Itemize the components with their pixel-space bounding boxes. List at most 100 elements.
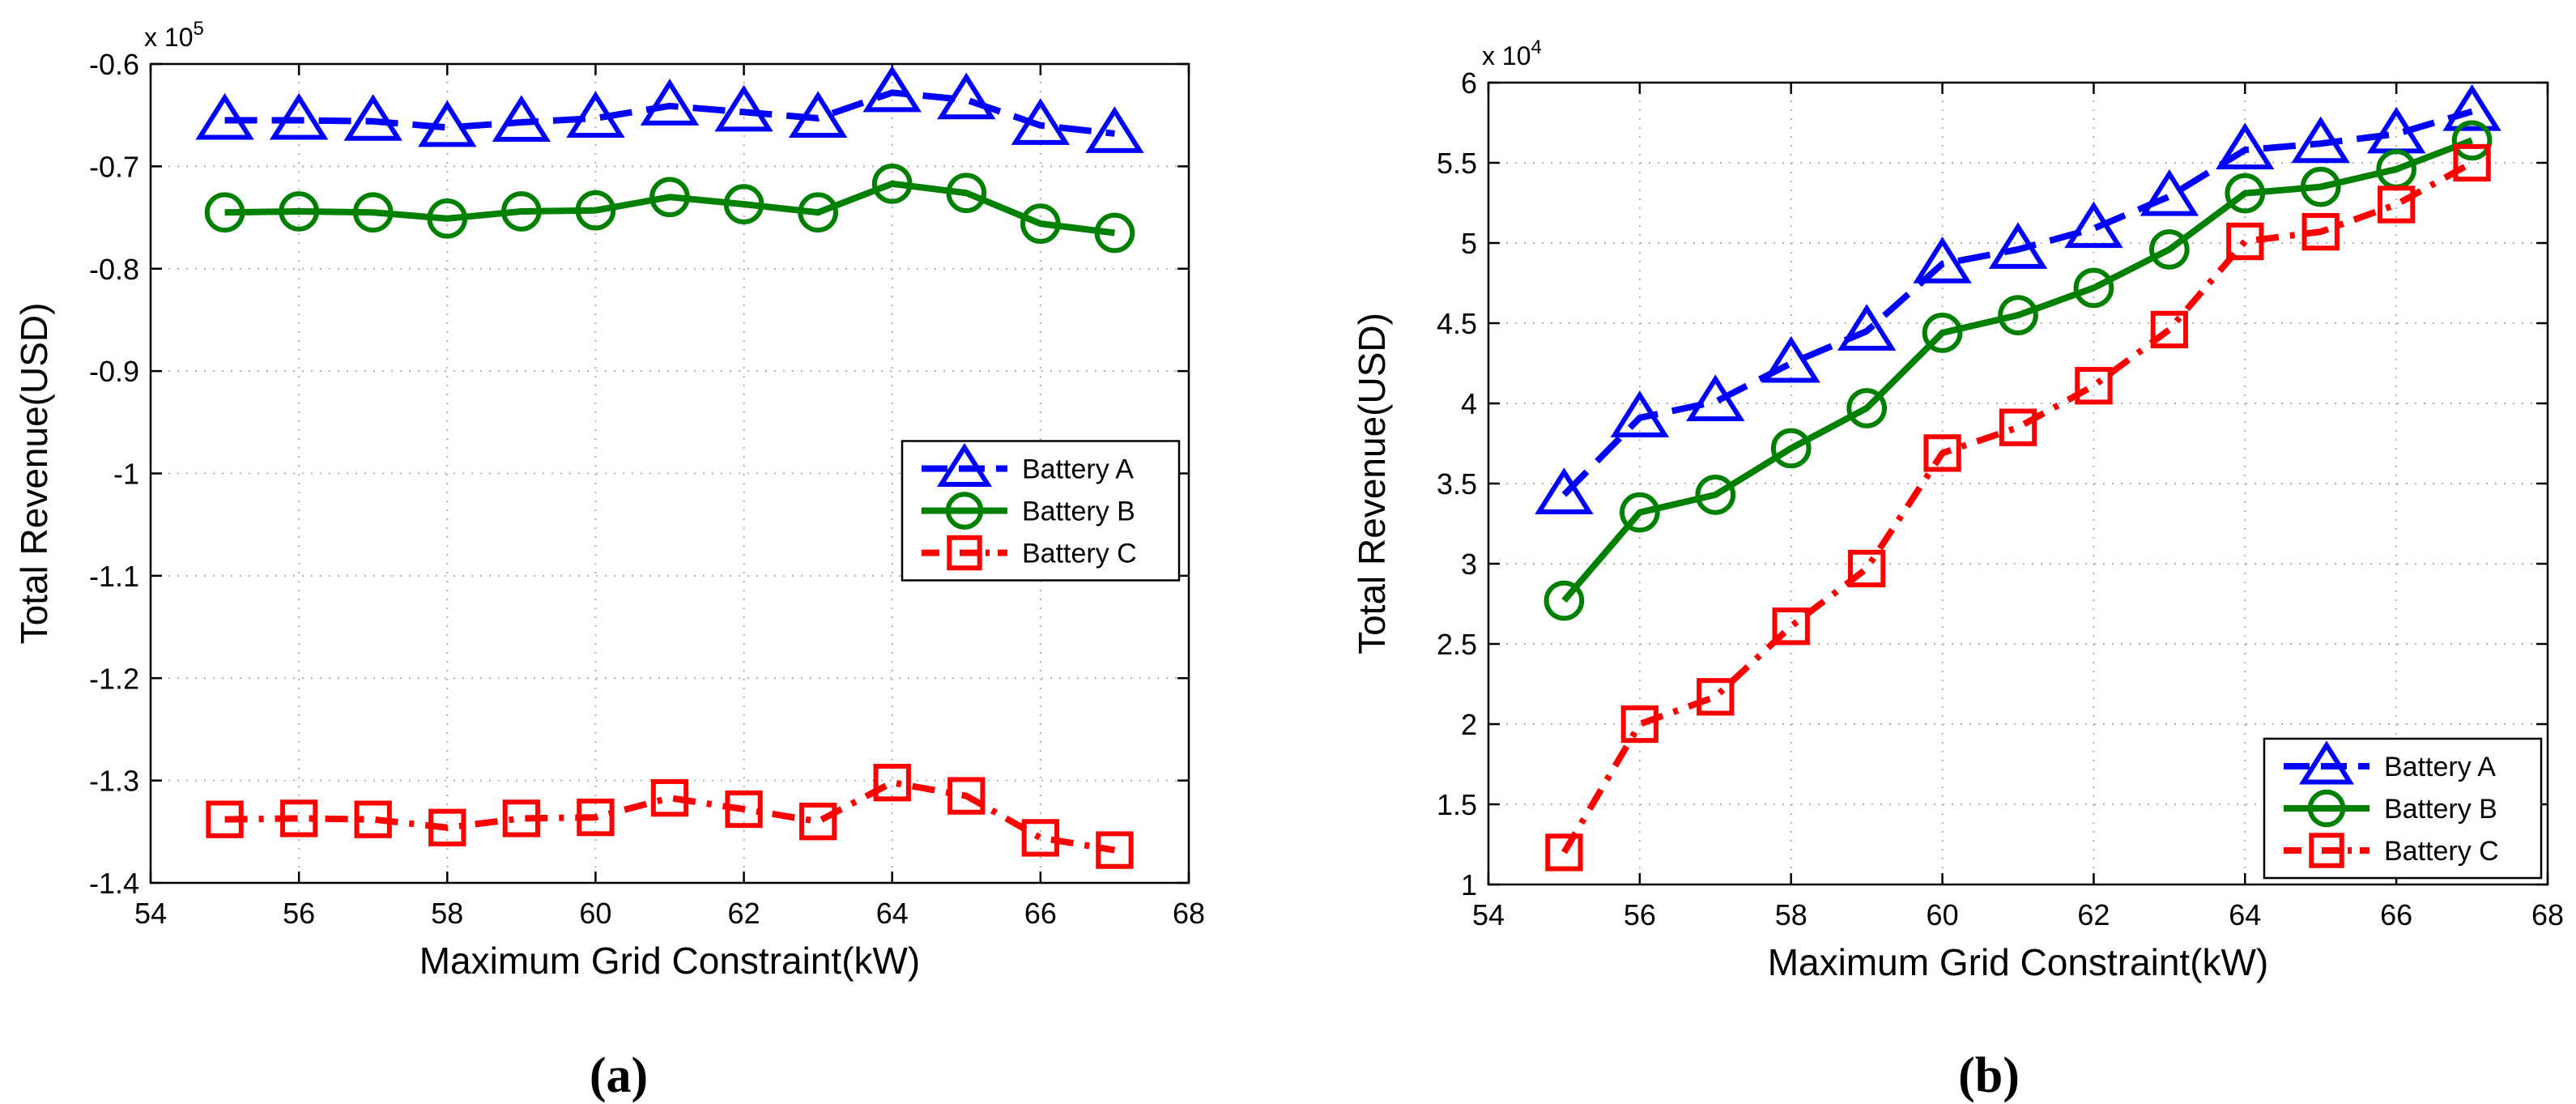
series-battery-c [1545,143,2491,872]
series-battery-c [206,763,1134,869]
data-point [873,763,911,802]
y-tick-label: 6 [1461,66,1477,100]
y-tick-label: 5.5 [1437,147,1477,180]
legend-entry: Battery C [922,535,1137,571]
chart-panel-a: 54 56 58 60 62 64 66 68 -1.4 -1.3 -1.2 -1.1 -1 -0.9 -0… [13,18,1205,1103]
data-point [1988,222,2048,269]
data-point [269,92,329,140]
data-point [343,94,402,141]
data-point [1011,98,1071,145]
data-point [1697,678,1735,716]
x-tick-label: 64 [876,897,909,930]
data-point [1620,705,1659,744]
x-tick-label: 58 [1775,898,1807,931]
y-tick-label: -1.4 [89,867,139,900]
data-point [1686,374,1745,422]
x-tick-label: 60 [579,897,611,930]
data-point [1770,428,1812,469]
data-point [2451,120,2493,161]
data-point [1620,492,1660,533]
legend-entry: Battery B [922,492,1135,530]
chart-panel-b: 54 56 58 60 62 64 66 68 1 1.5 2 2.5 3 3.5 4 4.5 5 5.5 6x 1… [1351,36,2564,1103]
y-exponent-power: 5 [193,18,203,40]
data-point [862,65,922,113]
data-point [1772,607,1810,646]
data-point [1695,475,1736,515]
data-point [723,184,764,224]
series-line [224,180,1115,237]
data-point [428,808,466,846]
data-point [798,192,838,233]
data-point [2073,267,2114,309]
data-point [650,778,689,817]
data-point [1837,304,1897,351]
legend-label: Battery C [2384,836,2499,867]
data-point [798,803,837,841]
data-point [354,800,392,838]
data-point [575,190,616,231]
y-tick-label: 5 [1461,227,1477,260]
data-point [1923,434,1961,472]
legend-entry: Battery B [2284,789,2497,828]
x-tick-label: 62 [728,897,760,930]
x-tick-label: 58 [431,897,463,930]
data-point [279,799,318,838]
y-axis-label: Total Revenue(USD) [13,303,55,645]
data-point [1545,833,1583,872]
data-point [2064,201,2123,249]
series-battery-a [1535,84,2501,514]
data-point [788,91,848,138]
data-point [640,79,700,126]
data-point [1610,390,1670,437]
y-tick-label: -1.1 [89,560,139,593]
x-tick-label: 56 [283,897,315,930]
data-point [2225,173,2266,214]
legend: Battery A Battery B Battery C [901,440,1181,582]
data-point [2377,185,2416,224]
data-point [2140,168,2199,216]
series-line [224,779,1116,854]
y-tick-label: -1.2 [89,662,139,695]
data-point [2150,310,2189,349]
series-battery-a [195,65,1144,153]
series-battery-b [1543,120,2493,621]
x-tick-label: 62 [2077,898,2110,931]
panel-caption: (b) [1958,1048,2020,1103]
y-tick-label: -1 [113,458,139,491]
x-tick-label: 68 [1173,897,1205,930]
series-line [224,89,1115,137]
data-point [1998,295,2038,335]
x-tick-label: 54 [134,897,167,930]
data-point [577,798,615,837]
y-tick-label: 4.5 [1437,307,1477,340]
data-point [1913,237,1972,283]
x-axis-label: Maximum Grid Constraint(kW) [419,940,921,982]
y-tick-label: 2 [1461,708,1477,741]
y-tick-label: -0.8 [89,253,139,286]
legend-label: Battery A [1022,454,1134,485]
y-exponent-label: x 104 [1482,36,1542,70]
data-point [204,192,245,233]
data-point [418,100,477,147]
x-tick-label: 64 [2229,898,2261,931]
series-line [1561,137,2473,603]
legend: Battery A Battery B Battery C [2263,737,2543,880]
legend-label: Battery B [1022,497,1135,527]
data-point [492,95,551,143]
series-line [1561,108,2473,497]
data-point [2453,143,2491,182]
data-point [1543,580,1585,621]
x-tick-label: 54 [1472,898,1505,931]
data-point [352,192,394,233]
data-point [2226,222,2264,261]
data-point [947,777,986,815]
y-tick-label: -0.7 [89,150,139,183]
panel-caption: (a) [590,1048,648,1103]
y-tick-label: -0.9 [89,355,139,388]
data-point [1761,335,1820,383]
data-point [206,800,244,838]
legend-label: Battery A [2384,752,2496,782]
series-battery-b [204,164,1135,254]
y-exponent-label: x 105 [144,18,204,52]
